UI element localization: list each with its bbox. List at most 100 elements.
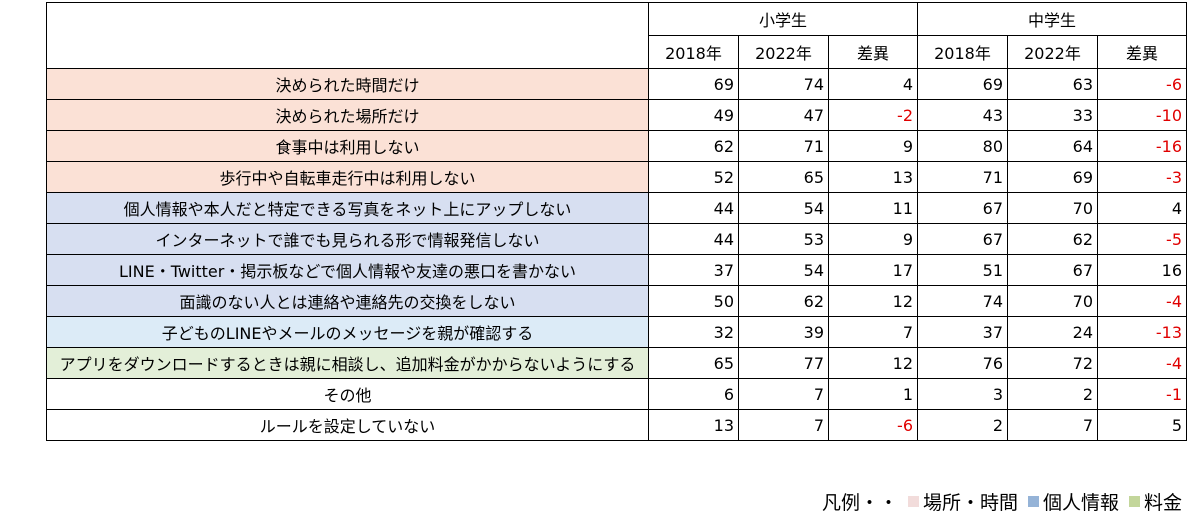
diff-cell: 9 [828, 130, 918, 162]
diff-cell: 9 [828, 223, 918, 255]
diff-cell: -5 [1097, 223, 1187, 255]
value-cell: 69 [917, 68, 1008, 100]
group-header-junior-high: 中学生 [917, 2, 1187, 36]
value-cell: 80 [917, 130, 1008, 162]
value-cell: 67 [917, 223, 1008, 255]
value-cell: 74 [917, 285, 1008, 317]
row-label: 個人情報や本人だと特定できる写真をネット上にアップしない [46, 192, 649, 224]
value-cell: 43 [917, 99, 1008, 131]
value-cell: 70 [1007, 192, 1098, 224]
diff-cell: -6 [828, 409, 918, 441]
diff-cell: -10 [1097, 99, 1187, 131]
value-cell: 13 [648, 409, 739, 441]
sub-header-cell: 2022年 [1007, 35, 1098, 69]
value-cell: 72 [1007, 347, 1098, 379]
value-cell: 71 [917, 161, 1008, 193]
row-label: アプリをダウンロードするときは親に相談し、追加料金がかからないようにする [46, 347, 649, 379]
row-label: 決められた場所だけ [46, 99, 649, 131]
value-cell: 37 [917, 316, 1008, 348]
diff-cell: 16 [1097, 254, 1187, 286]
sub-header-cell: 2022年 [738, 35, 829, 69]
group-header-row: 小学生 中学生 [46, 2, 1187, 69]
diff-cell: 1 [828, 378, 918, 410]
value-cell: 49 [648, 99, 739, 131]
value-cell: 44 [648, 192, 739, 224]
row-label: インターネットで誰でも見られる形で情報発信しない [46, 223, 649, 255]
value-cell: 47 [738, 99, 829, 131]
diff-cell: 7 [828, 316, 918, 348]
value-cell: 39 [738, 316, 829, 348]
diff-cell: -4 [1097, 285, 1187, 317]
legend-swatch [907, 496, 919, 507]
legend-label: 料金 [1143, 492, 1182, 514]
sub-header-row: 2018年 2022年 差異 2018年 2022年 差異 [47, 35, 1187, 69]
value-cell: 70 [1007, 285, 1098, 317]
legend-swatch [1027, 496, 1039, 507]
legend-swatch [1128, 496, 1140, 507]
value-cell: 67 [1007, 254, 1098, 286]
value-cell: 65 [738, 161, 829, 193]
value-cell: 44 [648, 223, 739, 255]
value-cell: 50 [648, 285, 739, 317]
value-cell: 71 [738, 130, 829, 162]
table-row: ルールを設定していない 13 7 -6 2 7 5 [46, 409, 1187, 441]
sub-header-cell: 差異 [828, 35, 918, 69]
value-cell: 62 [1007, 223, 1098, 255]
table-row: アプリをダウンロードするときは親に相談し、追加料金がかからないようにする 65 77… [46, 347, 1187, 379]
row-label: ルールを設定していない [46, 409, 649, 441]
group-header-elementary: 小学生 [648, 2, 918, 36]
value-cell: 3 [917, 378, 1008, 410]
table-row: インターネットで誰でも見られる形で情報発信しない 44 53 9 67 62 -5 [46, 223, 1187, 255]
table-row: 歩行中や自転車走行中は利用しない 52 65 13 71 69 -3 [46, 161, 1187, 193]
row-label: その他 [46, 378, 649, 410]
diff-cell: 4 [828, 68, 918, 100]
sub-header-cell: 2018年 [648, 35, 739, 69]
value-cell: 77 [738, 347, 829, 379]
table-row: その他 6 7 1 3 2 -1 [46, 378, 1187, 410]
legend-label: 個人情報 [1042, 492, 1119, 514]
row-label: 決められた時間だけ [46, 68, 649, 100]
table-body: 小学生 中学生 2018年 2022年 差異 2018年 2022年 差異 決め… [46, 2, 1187, 441]
diff-cell: 4 [1097, 192, 1187, 224]
table-row: 決められた場所だけ 49 47 -2 43 33 -10 [46, 99, 1187, 131]
diff-cell: 17 [828, 254, 918, 286]
value-cell: 69 [648, 68, 739, 100]
value-cell: 69 [1007, 161, 1098, 193]
diff-cell: -4 [1097, 347, 1187, 379]
table-row: 決められた時間だけ 69 74 4 69 63 -6 [46, 68, 1187, 100]
legend-label: 場所・時間 [922, 492, 1018, 514]
value-cell: 54 [738, 192, 829, 224]
row-label: 食事中は利用しない [46, 130, 649, 162]
row-label: 歩行中や自転車走行中は利用しない [46, 161, 649, 193]
table-row: LINE・Twitter・掲示板などで個人情報や友達の悪口を書かない 37 54 17… [46, 254, 1187, 286]
diff-cell: 12 [828, 285, 918, 317]
value-cell: 63 [1007, 68, 1098, 100]
table-row: 面識のない人とは連絡や連絡先の交換をしない 50 62 12 74 70 -4 [46, 285, 1187, 317]
value-cell: 7 [1007, 409, 1098, 441]
diff-cell: -2 [828, 99, 918, 131]
sub-header-cell: 差異 [1097, 35, 1187, 69]
value-cell: 76 [917, 347, 1008, 379]
value-cell: 24 [1007, 316, 1098, 348]
row-label: LINE・Twitter・掲示板などで個人情報や友達の悪口を書かない [46, 254, 649, 286]
row-label: 子どものLINEやメールのメッセージを親が確認する [46, 316, 649, 348]
value-cell: 74 [738, 68, 829, 100]
table-row: 子どものLINEやメールのメッセージを親が確認する 32 39 7 37 24 -13 [46, 316, 1187, 348]
value-cell: 54 [738, 254, 829, 286]
diff-cell: 13 [828, 161, 918, 193]
value-cell: 6 [648, 378, 739, 410]
value-cell: 2 [917, 409, 1008, 441]
table-row: 個人情報や本人だと特定できる写真をネット上にアップしない 44 54 11 67 70 4 [46, 192, 1187, 224]
legend-lead: 凡例・・ [821, 492, 898, 514]
value-cell: 52 [648, 161, 739, 193]
value-cell: 65 [648, 347, 739, 379]
value-cell: 62 [648, 130, 739, 162]
diff-cell: 5 [1097, 409, 1187, 441]
diff-cell: -6 [1097, 68, 1187, 100]
table-row: 食事中は利用しない 62 71 9 80 64 -16 [46, 130, 1187, 162]
diff-cell: 12 [828, 347, 918, 379]
value-cell: 62 [738, 285, 829, 317]
corner-cell [46, 2, 649, 69]
value-cell: 51 [917, 254, 1008, 286]
value-cell: 37 [648, 254, 739, 286]
